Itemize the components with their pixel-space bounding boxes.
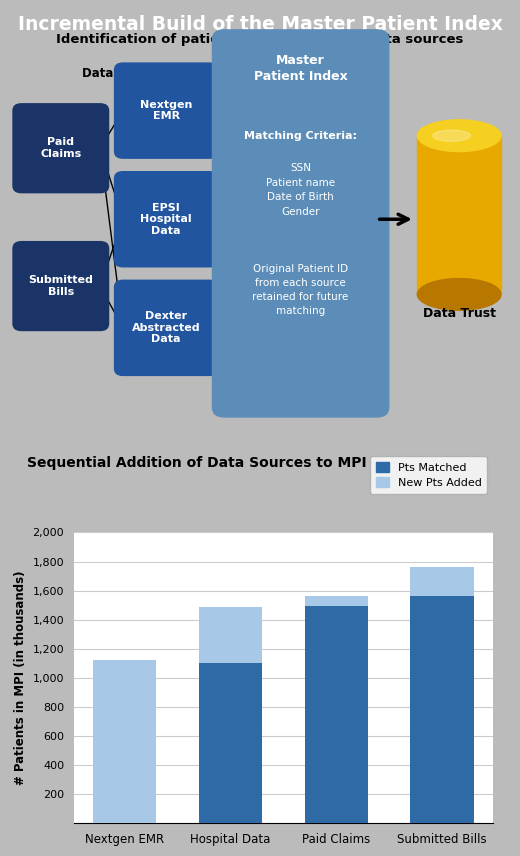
X-axis label: Data Source: Data Source [238,854,329,856]
Bar [199,663,262,823]
FancyBboxPatch shape [114,62,218,159]
Text: Submitted
Bills: Submitted Bills [29,276,93,297]
Text: Matching Criteria:: Matching Criteria: [244,131,357,140]
Bar [418,136,501,294]
Ellipse shape [418,120,501,152]
FancyBboxPatch shape [212,29,389,418]
Bar [305,606,368,823]
Text: Nextgen
EMR: Nextgen EMR [140,100,192,122]
FancyBboxPatch shape [114,280,218,376]
Ellipse shape [418,278,501,311]
Text: Paid
Claims: Paid Claims [40,138,82,159]
Text: Dexter
Abstracted
Data: Dexter Abstracted Data [132,312,200,344]
Text: Master
Patient Index: Master Patient Index [254,55,347,83]
Text: Incremental Build of the Master Patient Index: Incremental Build of the Master Patient … [18,15,502,34]
FancyBboxPatch shape [12,103,109,193]
Text: Original Patient ID
from each source
retained for future
matching: Original Patient ID from each source ret… [253,265,349,316]
Text: EPSI
Hospital
Data: EPSI Hospital Data [140,203,192,236]
Bar [410,568,474,597]
Legend: Pts Matched, New Pts Added: Pts Matched, New Pts Added [370,456,487,494]
Ellipse shape [433,130,471,141]
FancyBboxPatch shape [114,171,218,267]
Text: Data Trust: Data Trust [423,306,496,320]
Bar [305,597,368,606]
Text: Data Sources: Data Sources [82,67,171,80]
Text: Identification of patients across multiple data sources: Identification of patients across multip… [56,33,464,46]
FancyBboxPatch shape [12,241,109,331]
Bar [410,597,474,823]
Text: SSN
Patient name
Date of Birth
Gender: SSN Patient name Date of Birth Gender [266,163,335,217]
Text: Sequential Addition of Data Sources to MPI: Sequential Addition of Data Sources to M… [27,456,366,470]
Y-axis label: # Patients in MPI (in thousands): # Patients in MPI (in thousands) [14,571,27,785]
Bar [93,661,157,823]
Bar [199,607,262,663]
